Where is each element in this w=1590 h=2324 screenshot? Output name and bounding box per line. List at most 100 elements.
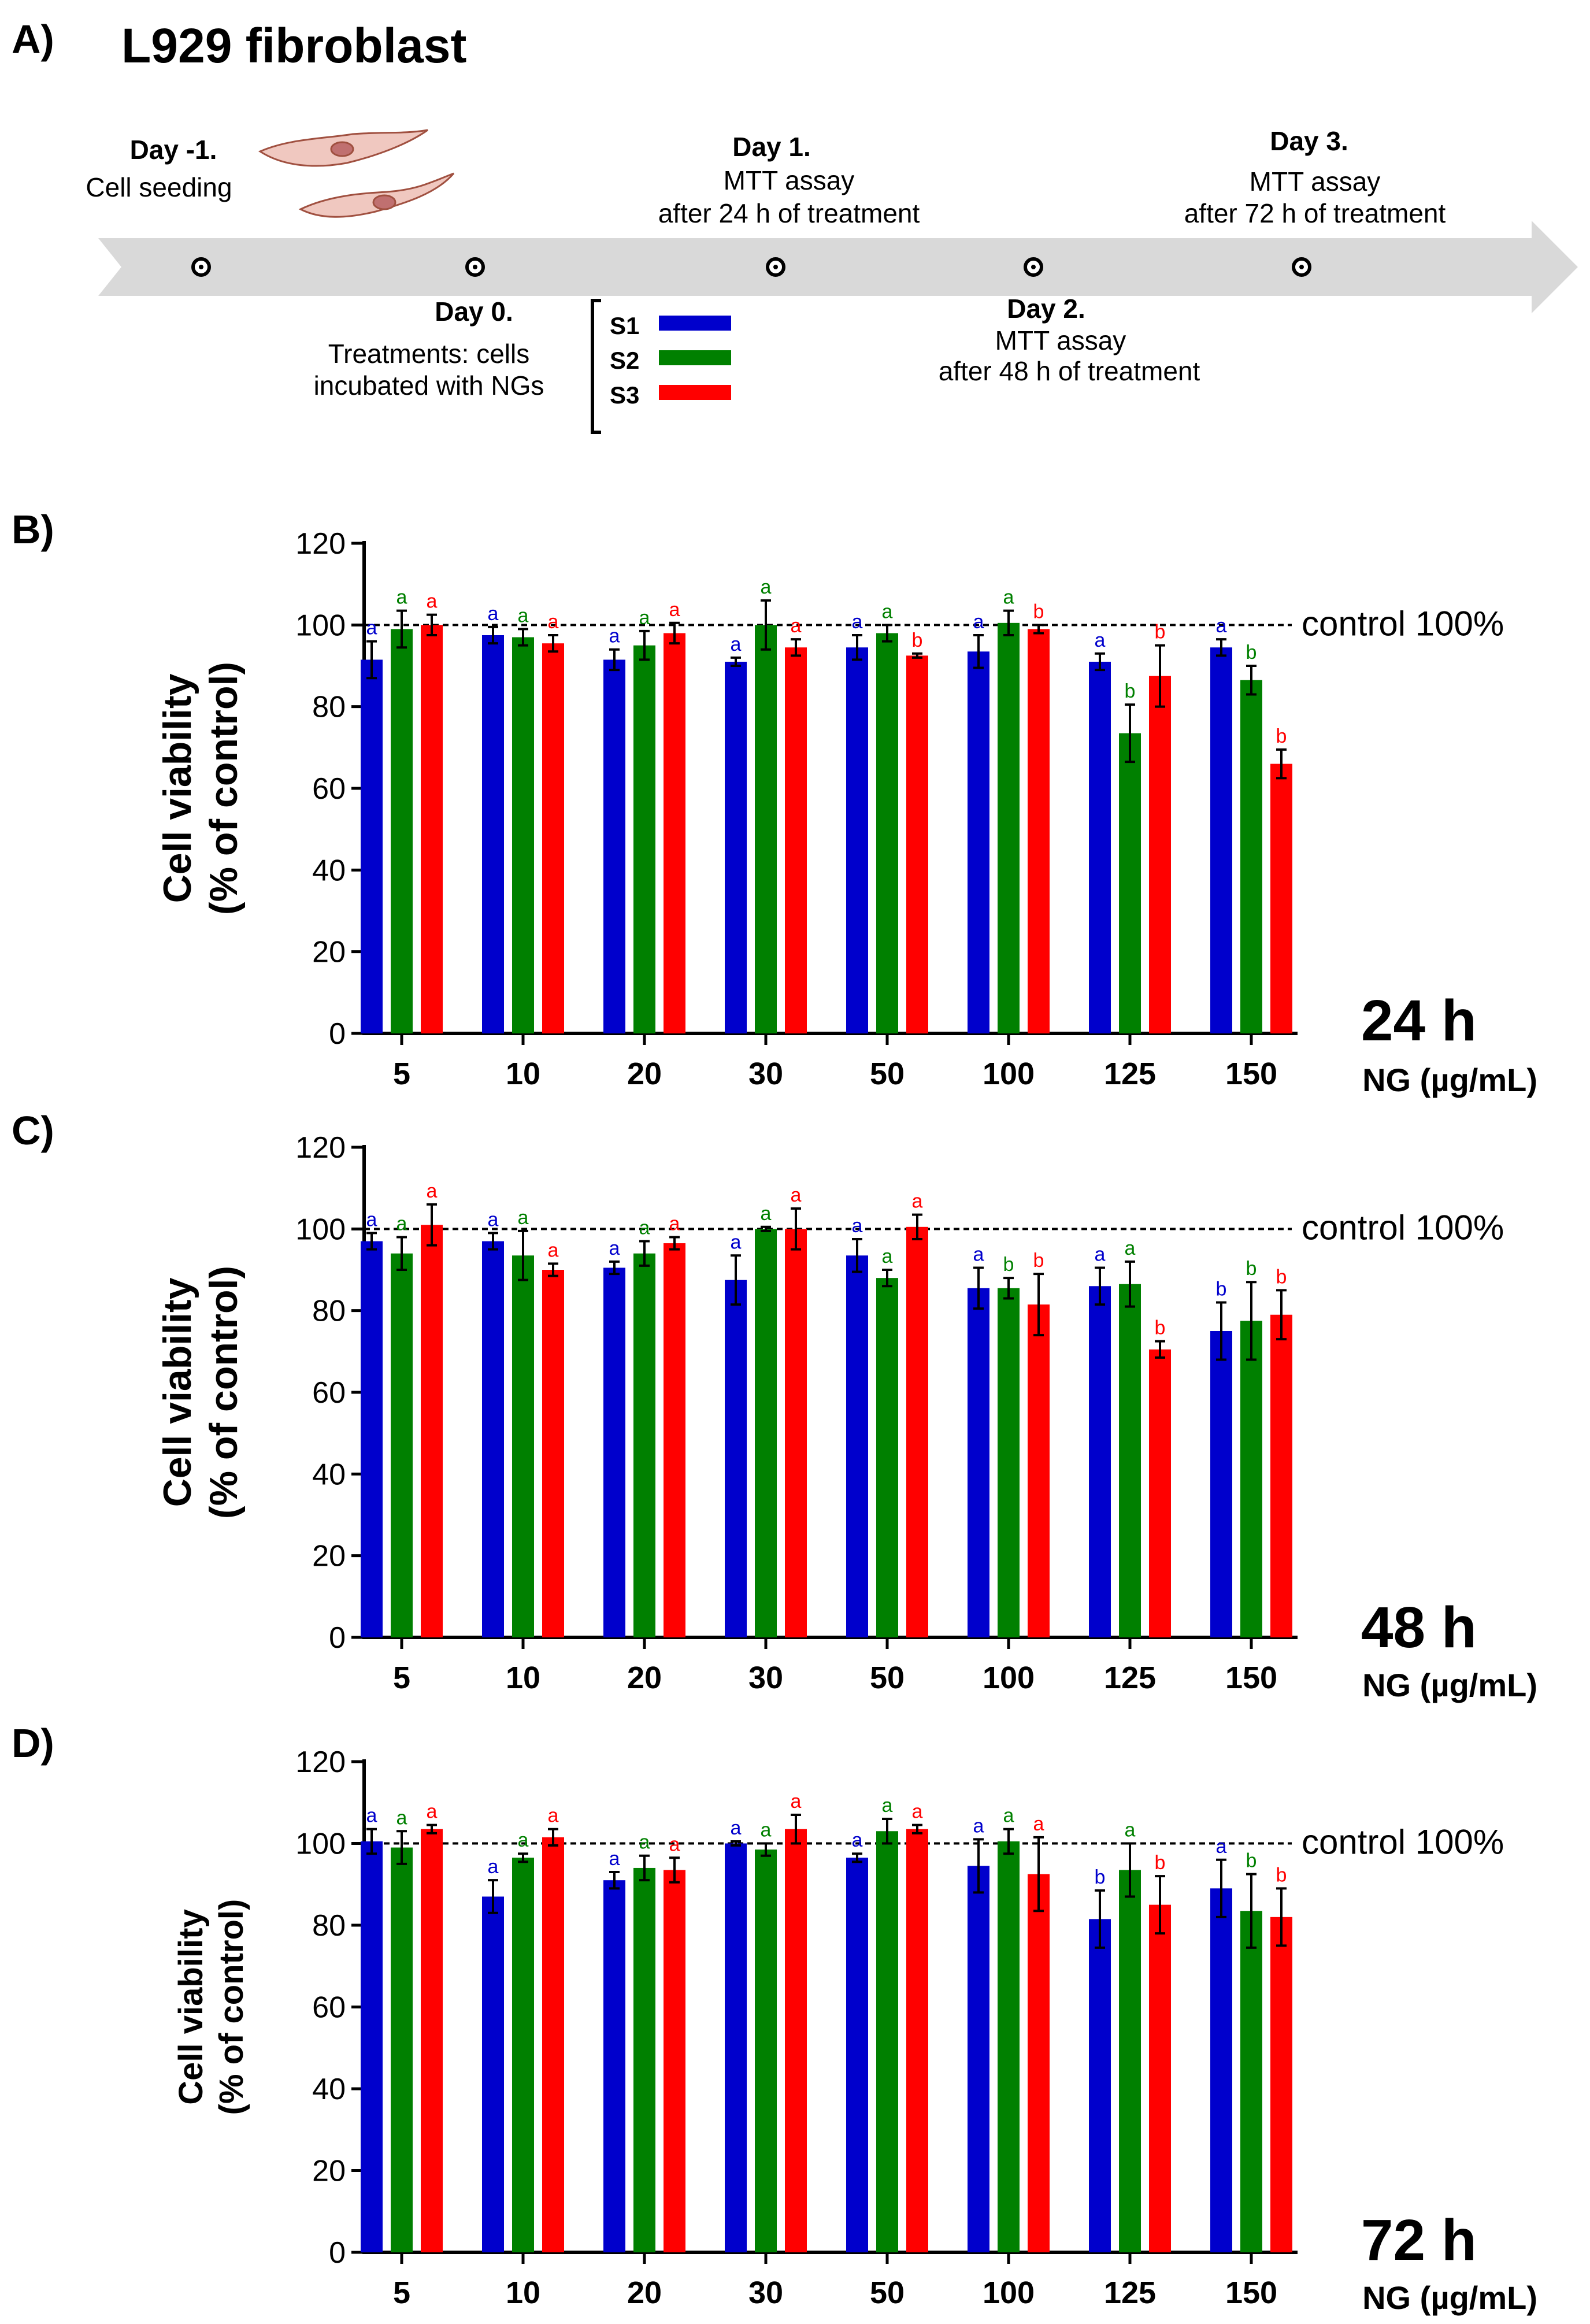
significance-letter: b (1095, 1866, 1106, 1888)
bar-s1 (482, 1241, 504, 1637)
y-tick-label: 100 (295, 609, 346, 642)
bar-s3 (542, 643, 564, 1033)
significance-letter: a (973, 1243, 984, 1265)
bar-s1 (1089, 1286, 1111, 1637)
bar-s3 (785, 1229, 807, 1637)
x-tick-label: 10 (506, 1057, 540, 1091)
bar-s2 (633, 645, 655, 1033)
panel-letter: D) (12, 1721, 54, 1766)
bar-s2 (998, 622, 1020, 1033)
significance-letter: a (882, 1246, 893, 1267)
significance-letter: b (1003, 1254, 1014, 1276)
bar-s3 (906, 1226, 928, 1637)
bar-s2 (391, 629, 413, 1033)
significance-letter: a (731, 1817, 742, 1839)
timeline-arrow (98, 221, 1578, 313)
chart-panel-c: C) Cell viability (% of control) 0 20 40 60 80 1… (12, 1108, 1537, 1703)
bar-s1 (1089, 661, 1111, 1033)
y-tick-label: 40 (312, 1458, 346, 1491)
bar-s3 (1270, 1917, 1292, 2252)
x-tick-label: 125 (1104, 1057, 1156, 1091)
bar-s2 (998, 1841, 1020, 2252)
legend-label-s1: S1 (610, 312, 639, 339)
y-axis-label-units: (% of control) (202, 1266, 246, 1519)
bar-s3 (664, 1243, 685, 1637)
cell-nucleus (330, 141, 354, 157)
significance-letter: a (669, 1213, 680, 1235)
significance-letter: a (396, 1213, 407, 1235)
timeline-dot-center (1299, 265, 1304, 269)
timeline-markers (191, 257, 1311, 277)
bar-s1 (603, 1267, 625, 1637)
significance-letter: a (366, 1805, 377, 1827)
legend-label-s2: S2 (610, 347, 639, 374)
y-tick-label: 80 (312, 691, 346, 724)
significance-letter: a (366, 617, 377, 639)
bar-s2 (876, 633, 898, 1033)
significance-letter: a (731, 1231, 742, 1253)
bar-s2 (512, 637, 534, 1033)
significance-letter: a (548, 1239, 559, 1261)
bar-s3 (421, 625, 443, 1033)
significance-letter: b (1155, 1852, 1166, 1874)
event-day3-text-1: MTT assay (1250, 166, 1381, 197)
legend-bracket (591, 299, 601, 434)
significance-letter: b (1216, 1278, 1227, 1300)
bar-s1 (968, 651, 989, 1033)
bar-s2 (755, 1229, 777, 1637)
bar-s3 (664, 633, 685, 1033)
x-tick-label: 5 (393, 1057, 410, 1091)
significance-letter: a (548, 611, 559, 633)
bar-s2 (633, 1867, 655, 2252)
significance-letter: a (1003, 587, 1014, 609)
panel-a-timeline: A) L929 fibroblast Day -1. Cell seeding … (12, 17, 1578, 434)
fibroblast-cells-illustration (258, 129, 455, 218)
x-tick-label: 30 (748, 2275, 783, 2310)
control-reference-label: control 100% (1302, 1823, 1504, 1862)
event-day2-title: Day 2. (1007, 294, 1085, 324)
bar-s3 (421, 1829, 443, 2252)
significance-letter: a (518, 1829, 529, 1851)
y-axis-label: Cell viability (155, 1277, 199, 1507)
significance-letter: b (1246, 1258, 1257, 1280)
event-day1-title: Day 1. (732, 132, 811, 162)
panel-letter: B) (12, 507, 54, 552)
event-day1-text-2: after 24 h of treatment (658, 198, 920, 228)
y-tick-label: 0 (329, 1621, 346, 1655)
bar-s2 (755, 625, 777, 1033)
significance-letter: a (609, 1237, 620, 1259)
significance-letter: a (639, 1832, 650, 1854)
y-tick-label: 0 (329, 2236, 346, 2270)
bar-s3 (1270, 1314, 1292, 1637)
timeline-dot-center (473, 265, 477, 269)
significance-letter: a (609, 625, 620, 647)
y-tick-label: 100 (295, 1828, 346, 1861)
bar-s1 (361, 1841, 383, 2252)
bar-s1 (1089, 1919, 1111, 2252)
x-tick-label: 5 (393, 2275, 410, 2310)
significance-letter: b (1276, 1266, 1287, 1288)
bar-s1 (1210, 647, 1232, 1033)
bar-s2 (391, 1253, 413, 1637)
significance-letter: a (488, 1209, 499, 1230)
significance-letter: b (1276, 725, 1287, 747)
x-tick-label: 50 (870, 2275, 905, 2310)
bar-s2 (876, 1831, 898, 2252)
bar-s3 (1028, 1304, 1050, 1637)
significance-letter: a (731, 633, 742, 655)
significance-letter: a (639, 1217, 650, 1239)
bar-s3 (421, 1225, 443, 1637)
significance-letter: a (488, 1856, 499, 1878)
significance-letter: a (1125, 1237, 1136, 1259)
legend-swatch-s1 (659, 316, 731, 331)
bar-s2 (755, 1849, 777, 2252)
significance-letter: b (1155, 1317, 1166, 1339)
chart-panel-b: B) Cell viability (% of control) 0 20 40 60 80 1… (12, 507, 1537, 1098)
y-tick-label: 80 (312, 1909, 346, 1943)
x-tick-label: 10 (506, 1660, 540, 1695)
bar-s3 (1028, 1874, 1050, 2252)
significance-letter: a (1003, 1805, 1014, 1827)
time-label: 48 h (1361, 1595, 1477, 1660)
bar-s3 (1149, 1349, 1171, 1637)
